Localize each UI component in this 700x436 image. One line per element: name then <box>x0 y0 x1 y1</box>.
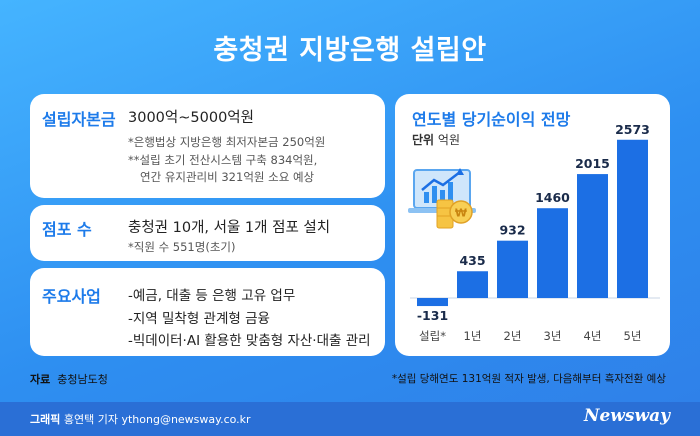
chart-title: 연도별 당기순이익 전망 <box>412 110 571 129</box>
bar-value-label: 2015 <box>575 156 610 171</box>
business-line-1: -예금, 대출 등 은행 고유 업무 <box>128 288 296 304</box>
footer-bar: 그래픽 홍연택 기자 ythong@newsway.co.kr Newsway <box>0 402 700 436</box>
bar-value-label: 2573 <box>615 122 650 137</box>
bar-3 <box>537 208 568 298</box>
category-label: 3년 <box>544 329 562 343</box>
unit-prefix: 단위 <box>412 133 435 147</box>
category-label: 5년 <box>624 329 642 343</box>
unit-value: 억원 <box>437 133 461 147</box>
chart-footnote: *설립 당해연도 131억원 적자 발생, 다음해부터 흑자전환 예상 <box>391 373 666 385</box>
category-label: 설립* <box>419 329 446 343</box>
credit-line: 그래픽 홍연택 기자 ythong@newsway.co.kr <box>30 411 251 427</box>
bar-value-label: -131 <box>417 308 448 323</box>
svg-text:₩: ₩ <box>455 207 467 220</box>
branches-panel <box>30 205 385 261</box>
newsway-logo: Newsway <box>583 406 670 426</box>
capital-heading: 설립자본금 <box>42 110 116 129</box>
source-line: 자료 충청남도청 <box>30 371 108 387</box>
business-line-2: -지역 밀착형 관계형 금융 <box>128 311 270 327</box>
branches-heading: 점포 수 <box>42 220 92 239</box>
won-coin-icon: ₩ <box>449 200 473 224</box>
bar-value-label: 1460 <box>535 190 570 205</box>
bar-value-label: 932 <box>499 223 525 238</box>
source-value: 충청남도청 <box>57 373 108 386</box>
branches-value: 충청권 10개, 서울 1개 점포 설치 <box>128 220 331 236</box>
category-label: 4년 <box>584 329 602 343</box>
capital-note-3: 연간 유지관리비 321억원 소요 예상 <box>140 170 315 184</box>
category-label: 1년 <box>464 329 482 343</box>
business-line-3: -빅데이터·AI 활용한 맞춤형 자산·대출 관리 <box>128 333 371 349</box>
bar-5 <box>617 139 648 298</box>
capital-note-1: *은행법상 지방은행 최저자본금 250억원 <box>128 135 326 149</box>
bar-4 <box>577 174 608 298</box>
business-panel <box>30 268 385 356</box>
bar-1 <box>457 271 488 298</box>
credit-label: 그래픽 <box>30 413 61 426</box>
capital-panel <box>30 94 385 198</box>
bar-value-label: 435 <box>459 253 485 268</box>
category-label: 2년 <box>504 329 522 343</box>
page-title: 충청권 지방은행 설립안 <box>213 35 487 66</box>
bar-0 <box>417 298 448 307</box>
credit-value: 홍연택 기자 ythong@newsway.co.kr <box>63 413 251 426</box>
capital-note-2: **설립 초기 전산시스템 구축 834억원, <box>128 153 318 167</box>
business-heading: 주요사업 <box>42 287 101 306</box>
branches-note: *직원 수 551명(초기) <box>128 240 236 254</box>
unit-label: 단위 억원 <box>412 131 460 148</box>
source-label: 자료 <box>30 373 51 386</box>
capital-value: 3000억~5000억원 <box>128 110 254 126</box>
bar-2 <box>497 240 528 298</box>
